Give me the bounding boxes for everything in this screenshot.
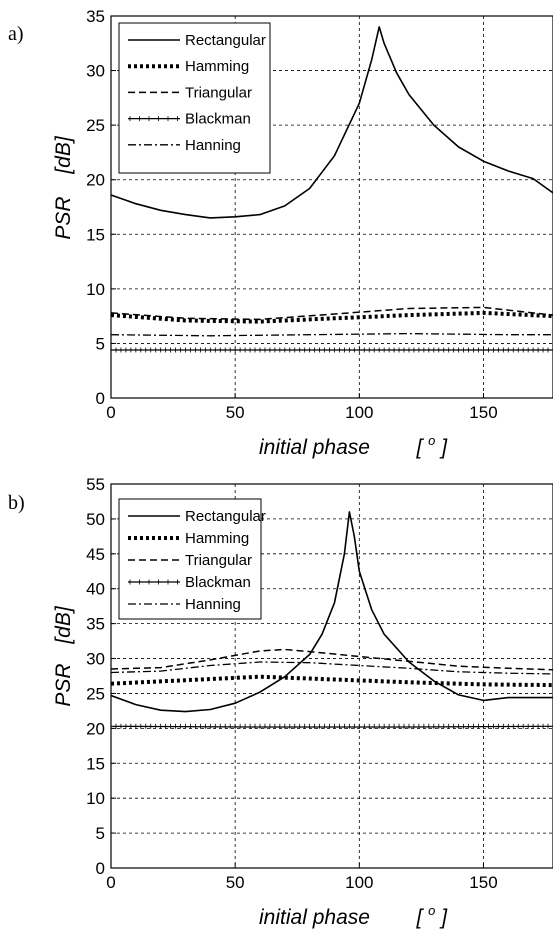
y-tick-label: 40 xyxy=(86,580,105,599)
legend-label-triangular: Triangular xyxy=(185,84,252,101)
legend-label-blackman: Blackman xyxy=(185,111,251,128)
y-axis-unit: [dB] xyxy=(52,135,75,175)
x-tick-label: 150 xyxy=(469,873,497,892)
series-line-hanning xyxy=(111,332,553,337)
y-tick-label: 30 xyxy=(86,650,105,669)
y-tick-label: 0 xyxy=(96,389,105,408)
y-axis-label: PSR xyxy=(52,196,75,239)
legend-label-blackman: Blackman xyxy=(185,574,251,591)
y-tick-label: 25 xyxy=(86,116,105,135)
y-tick-label: 0 xyxy=(96,859,105,878)
legend-label-hamming: Hamming xyxy=(185,58,249,75)
y-tick-label: 55 xyxy=(86,475,105,494)
series-markers-blackman xyxy=(110,347,553,353)
y-tick-label: 5 xyxy=(96,334,105,353)
series-line-hamming xyxy=(111,674,553,688)
legend-box xyxy=(118,498,262,620)
x-axis-unit: [ o ] xyxy=(415,903,448,929)
y-tick-label: 10 xyxy=(86,789,105,808)
y-tick-label: 35 xyxy=(86,7,105,26)
y-tick-label: 35 xyxy=(86,615,105,634)
chart-panel-b: b) 0 50 100 150 0 5 10 15 20 25 30 35 40 45 50 55 PSR [dB]… xyxy=(8,475,553,929)
x-tick-label: 100 xyxy=(345,873,373,892)
y-tick-label: 5 xyxy=(96,824,105,843)
y-tick-label: 50 xyxy=(86,510,105,529)
legend-label-rectangular: Rectangular xyxy=(185,32,266,49)
y-tick-label: 30 xyxy=(86,62,105,81)
y-tick-label: 45 xyxy=(86,545,105,564)
panel-label: b) xyxy=(8,492,25,514)
series-line-triangular xyxy=(111,306,553,321)
y-tick-label: 10 xyxy=(86,280,105,299)
y-tick-label: 20 xyxy=(86,171,105,190)
legend-label-rectangular: Rectangular xyxy=(185,508,266,525)
x-tick-label: 100 xyxy=(345,403,373,422)
legend-label-hanning: Hanning xyxy=(185,596,241,613)
legend-label-hanning: Hanning xyxy=(185,137,241,154)
y-tick-label: 25 xyxy=(86,684,105,703)
x-tick-label: 0 xyxy=(106,403,115,422)
x-axis-label: initial phase xyxy=(259,906,370,929)
y-axis-label: PSR xyxy=(52,663,75,706)
x-axis-label: initial phase xyxy=(259,436,370,459)
x-tick-label: 50 xyxy=(226,403,245,422)
series-markers-blackman xyxy=(110,723,553,729)
series-line-rectangular xyxy=(111,511,553,713)
legend-label-triangular: Triangular xyxy=(185,552,252,569)
series-line-hanning xyxy=(111,661,553,675)
series-line-blackman xyxy=(111,725,553,728)
x-tick-label: 50 xyxy=(226,873,245,892)
legend-box xyxy=(118,22,271,174)
y-tick-label: 20 xyxy=(86,719,105,738)
legend-label-hamming: Hamming xyxy=(185,530,249,547)
panel-label: a) xyxy=(8,23,24,45)
series-line-triangular xyxy=(111,648,553,671)
series-line-rectangular xyxy=(111,26,553,219)
y-tick-label: 15 xyxy=(86,225,105,244)
x-tick-label: 0 xyxy=(106,873,115,892)
y-axis-unit: [dB] xyxy=(52,605,75,645)
x-axis-unit: [ o ] xyxy=(415,433,448,459)
chart-panel-a: a) 0 50 100 150 0 5 10 15 20 25 30 35 PSR [dB] initial … xyxy=(8,7,553,459)
x-tick-label: 150 xyxy=(469,403,497,422)
y-tick-label: 15 xyxy=(86,754,105,773)
series-line-hamming xyxy=(111,310,553,324)
